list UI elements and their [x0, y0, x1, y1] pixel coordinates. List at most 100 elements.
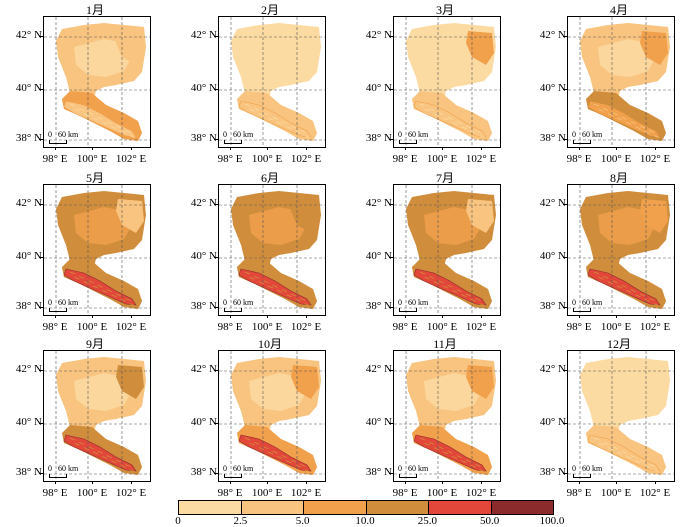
terrain-streak [424, 276, 430, 280]
scale-bar: 0 60 km [48, 130, 79, 144]
month-panel: 10月 0 60 km 42° N 40° N 38° N 98° E 100° E 102° … [175, 336, 350, 506]
scale-bar-line [224, 140, 242, 144]
longitude-label: 100° E [251, 153, 283, 165]
latitude-label: 42° N [539, 197, 566, 209]
longitude-tick [405, 315, 406, 318]
scale-zero: 0 [398, 464, 402, 473]
terrain-streak [92, 117, 99, 121]
terrain-streak [644, 130, 650, 134]
terrain-streak [653, 303, 659, 306]
terrain-streak [479, 135, 485, 138]
latitude-label: 42° N [15, 29, 42, 41]
terrain-streak [639, 125, 646, 129]
terrain-streak [97, 450, 103, 454]
latitude-tick [563, 139, 567, 140]
latitude-label: 42° N [365, 363, 392, 375]
scale-bar: 0 60 km [572, 298, 603, 312]
longitude-label: 100° E [76, 321, 108, 333]
longitude-tick [442, 147, 443, 150]
terrain-streak [612, 446, 618, 450]
terrain-streak [639, 459, 646, 463]
scale-bar-line [573, 308, 591, 312]
legend-tick-label: 5.0 [295, 515, 310, 527]
longitude-label: 98° E [392, 153, 418, 165]
terrain-streak [593, 437, 600, 441]
latitude-tick [563, 89, 567, 90]
terrain-streak [644, 464, 650, 468]
scale-distance: 60 km [58, 130, 79, 139]
terrain-streak [452, 290, 458, 293]
terrain-streak [300, 130, 306, 133]
terrain-streak [286, 460, 292, 464]
terrain-streak [120, 298, 126, 302]
latitude-label: 42° N [539, 29, 566, 41]
longitude-label: 98° E [566, 487, 592, 499]
latitude-label: 38° N [365, 132, 392, 144]
region-map [219, 185, 325, 315]
scale-zero: 0 [48, 464, 52, 473]
terrain-streak [102, 122, 108, 125]
longitude-label: 100° E [76, 487, 108, 499]
terrain-streak [475, 464, 481, 467]
latitude-label: 38° N [190, 132, 217, 144]
north-basin-area [424, 207, 482, 245]
month-panel: 3月 0 60 km 42° N 40° N 38° N 98° E 100° E 102° E [350, 2, 525, 172]
longitude-tick [481, 315, 482, 318]
terrain-streak [649, 298, 655, 301]
region-map [44, 185, 150, 315]
terrain-streak [300, 298, 306, 301]
map-frame: 0 60 km [218, 350, 326, 482]
scale-bar-line [224, 308, 242, 312]
terrain-streak [300, 464, 306, 467]
latitude-tick [563, 370, 567, 371]
latitude-label: 38° N [365, 466, 392, 478]
latitude-tick [39, 473, 43, 474]
longitude-tick [579, 481, 580, 484]
longitude-tick [405, 481, 406, 484]
longitude-label: 100° E [600, 321, 632, 333]
scale-zero: 0 [223, 130, 227, 139]
longitude-label: 98° E [217, 321, 243, 333]
latitude-tick [389, 423, 393, 424]
longitude-label: 102° E [465, 321, 497, 333]
terrain-streak [598, 442, 604, 446]
longitude-tick [655, 315, 656, 318]
longitude-label: 102° E [465, 487, 497, 499]
map-frame: 0 60 km [218, 16, 326, 148]
longitude-tick [267, 147, 268, 150]
latitude-tick [214, 257, 218, 258]
scale-bar-line [573, 474, 591, 478]
longitude-label: 102° E [639, 487, 671, 499]
latitude-label: 40° N [365, 250, 392, 262]
terrain-streak [621, 284, 627, 288]
longitude-label: 100° E [600, 153, 632, 165]
terrain-streak [83, 447, 89, 450]
legend-tick-label: 10.0 [355, 515, 375, 527]
terrain-streak [447, 116, 453, 120]
scale-zero: 0 [572, 464, 576, 473]
terrain-streak [272, 284, 278, 288]
scale-distance: 60 km [582, 298, 603, 307]
terrain-streak [244, 103, 251, 107]
region-map [219, 351, 325, 481]
longitude-tick [131, 315, 132, 318]
terrain-streak [438, 280, 444, 284]
terrain-streak [433, 281, 439, 284]
latitude-label: 38° N [539, 300, 566, 312]
latitude-label: 40° N [190, 82, 217, 94]
month-panel: 2月 0 60 km 42° N 40° N 38° N 98° E 100° E 102° E [175, 2, 350, 172]
terrain-streak [83, 113, 89, 116]
terrain-streak [290, 293, 297, 297]
map-frame: 0 60 km [218, 184, 326, 316]
longitude-tick [230, 147, 231, 150]
scale-distance: 60 km [582, 130, 603, 139]
scale-zero: 0 [223, 464, 227, 473]
terrain-streak [603, 442, 609, 445]
terrain-streak [267, 117, 274, 121]
longitude-tick [616, 147, 617, 150]
longitude-label: 98° E [392, 321, 418, 333]
east-area [466, 31, 494, 65]
north-basin-area [598, 39, 656, 77]
longitude-label: 100° E [426, 487, 458, 499]
terrain-streak [635, 460, 641, 464]
